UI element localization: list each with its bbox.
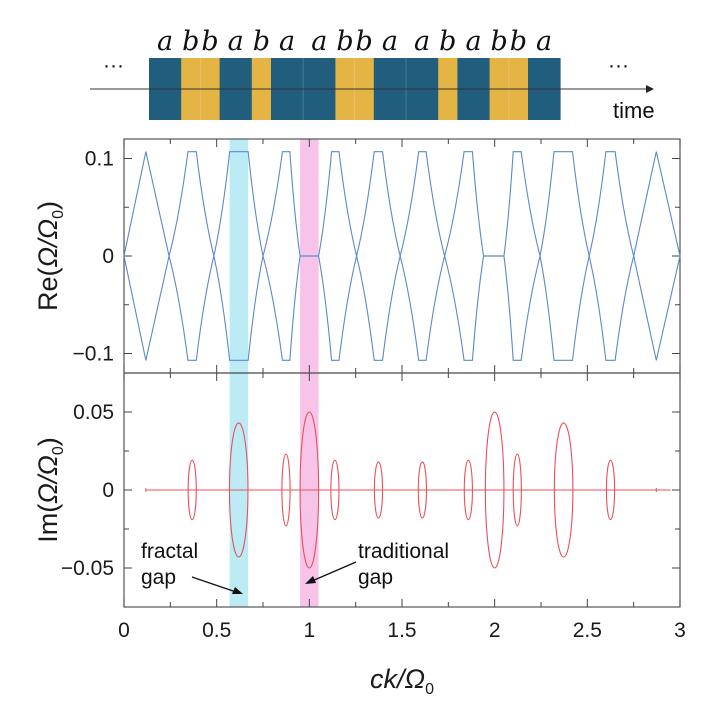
- re-band-lobe: [168, 151, 215, 257]
- re-band-lobe: [318, 255, 358, 361]
- traditional-arrowhead-icon: [305, 576, 316, 584]
- re-band-lobe: [356, 151, 401, 257]
- re-band-lobe: [262, 255, 301, 361]
- fractal-arrow: [191, 576, 237, 593]
- im-gap-ellipse: [463, 459, 473, 521]
- sequence-letter: a: [228, 26, 244, 57]
- y-tick-label: 0: [102, 479, 114, 502]
- x-tick-label: 0: [118, 619, 130, 642]
- fractal-arrowhead-icon: [232, 587, 243, 594]
- im-gap-ellipse: [605, 459, 616, 521]
- sequence-letter: a: [465, 26, 481, 57]
- ellipsis-right: ···: [608, 54, 629, 77]
- re-band-lobe: [503, 151, 541, 257]
- y-tick-label: 0.1: [85, 148, 114, 171]
- x-tick-label: 2: [489, 619, 501, 642]
- x-axis-label: ck/Ω0: [370, 664, 434, 698]
- re-band-lobe: [539, 255, 590, 361]
- im-gap-ellipse: [330, 459, 340, 521]
- axes-frame: [123, 138, 681, 374]
- re-band-lobe: [633, 255, 681, 361]
- sequence-letter: b: [510, 26, 527, 57]
- im-gap-ellipse: [484, 411, 505, 569]
- re-band-lobe: [444, 255, 485, 361]
- re-plot: 0.1 0 −0.1 Re(Ω/Ω0): [33, 138, 681, 374]
- sequence-letter: b: [356, 26, 373, 57]
- y-tick-label: −0.05: [61, 557, 114, 580]
- y-tick-label: 0.05: [73, 401, 114, 424]
- x-tick-label: 0.5: [202, 619, 231, 642]
- re-band-lobe: [633, 151, 681, 257]
- sequence-letter: b: [439, 26, 456, 57]
- re-band-lobe: [168, 255, 215, 361]
- re-band-lobe: [503, 255, 541, 361]
- im-gap-ellipse: [299, 411, 320, 569]
- sequence-letter: a: [279, 26, 295, 57]
- x-tick-label: 2.5: [573, 619, 602, 642]
- im-gap-ellipse: [281, 453, 291, 527]
- time-arrow-icon: [646, 85, 654, 93]
- annotations: fractal gap traditional gap: [141, 540, 449, 594]
- re-band-lobe: [399, 151, 446, 257]
- re-band-lobe: [356, 255, 401, 361]
- im-plot: 0.05 0 −0.05 0 0.5 1 1.5 2 2.5 3 Im(Ω/Ω0) ck/Ω0: [33, 372, 686, 698]
- im-curves: [145, 411, 671, 569]
- traditional-label-line1: traditional: [358, 540, 449, 563]
- sequence-letter: a: [414, 26, 430, 57]
- re-band-lobe: [123, 151, 170, 257]
- re-band-lobe: [444, 151, 485, 257]
- sequence-letter: b: [491, 26, 508, 57]
- im-gap-ellipse: [553, 422, 574, 558]
- sequence-letter: b: [253, 26, 270, 57]
- sequence-letter: a: [157, 26, 173, 57]
- sequence-letter: b: [336, 26, 353, 57]
- x-tick-label: 3: [674, 619, 686, 642]
- sequence-letter: a: [536, 26, 552, 57]
- im-gap-ellipse: [228, 422, 249, 558]
- fractal-label-line2: gap: [141, 566, 176, 589]
- traditional-arrow: [311, 561, 357, 582]
- re-band-lobe: [213, 151, 264, 257]
- x-tick-label: 1: [303, 619, 315, 642]
- im-gap-ellipse: [417, 461, 428, 519]
- re-band-lobe: [539, 151, 590, 257]
- re-band-lobe: [399, 255, 446, 361]
- re-band-lobe: [213, 255, 264, 361]
- re-band-lobe: [588, 255, 635, 361]
- sequence-letter: a: [382, 26, 398, 57]
- sequence-letter: b: [182, 26, 199, 57]
- im-gap-ellipse: [187, 459, 197, 521]
- time-label: time: [613, 98, 655, 123]
- sequence-letter: b: [201, 26, 218, 57]
- sequence-letter: a: [311, 26, 327, 57]
- re-curves: [123, 151, 681, 361]
- im-ticks: 0.05 0 −0.05 0 0.5 1 1.5 2 2.5 3: [61, 372, 686, 642]
- re-band-lobe: [262, 151, 301, 257]
- x-tick-label: 1.5: [387, 619, 416, 642]
- ellipsis-left: ···: [103, 54, 124, 77]
- im-gap-ellipse: [373, 461, 384, 519]
- y-tick-label: −0.1: [73, 343, 114, 366]
- fractal-label-line1: fractal: [141, 540, 198, 563]
- re-band-lobe: [588, 151, 635, 257]
- re-ylabel: Re(Ω/Ω0): [33, 201, 67, 311]
- re-band-lobe: [123, 255, 170, 361]
- traditional-label-line2: gap: [358, 566, 393, 589]
- im-ylabel: Im(Ω/Ω0): [33, 437, 67, 542]
- re-band-lobe: [318, 151, 358, 257]
- y-tick-label: 0: [102, 245, 114, 268]
- im-gap-ellipse: [512, 453, 522, 527]
